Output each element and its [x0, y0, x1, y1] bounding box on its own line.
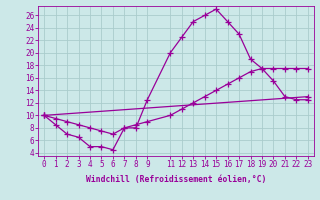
X-axis label: Windchill (Refroidissement éolien,°C): Windchill (Refroidissement éolien,°C) — [86, 175, 266, 184]
